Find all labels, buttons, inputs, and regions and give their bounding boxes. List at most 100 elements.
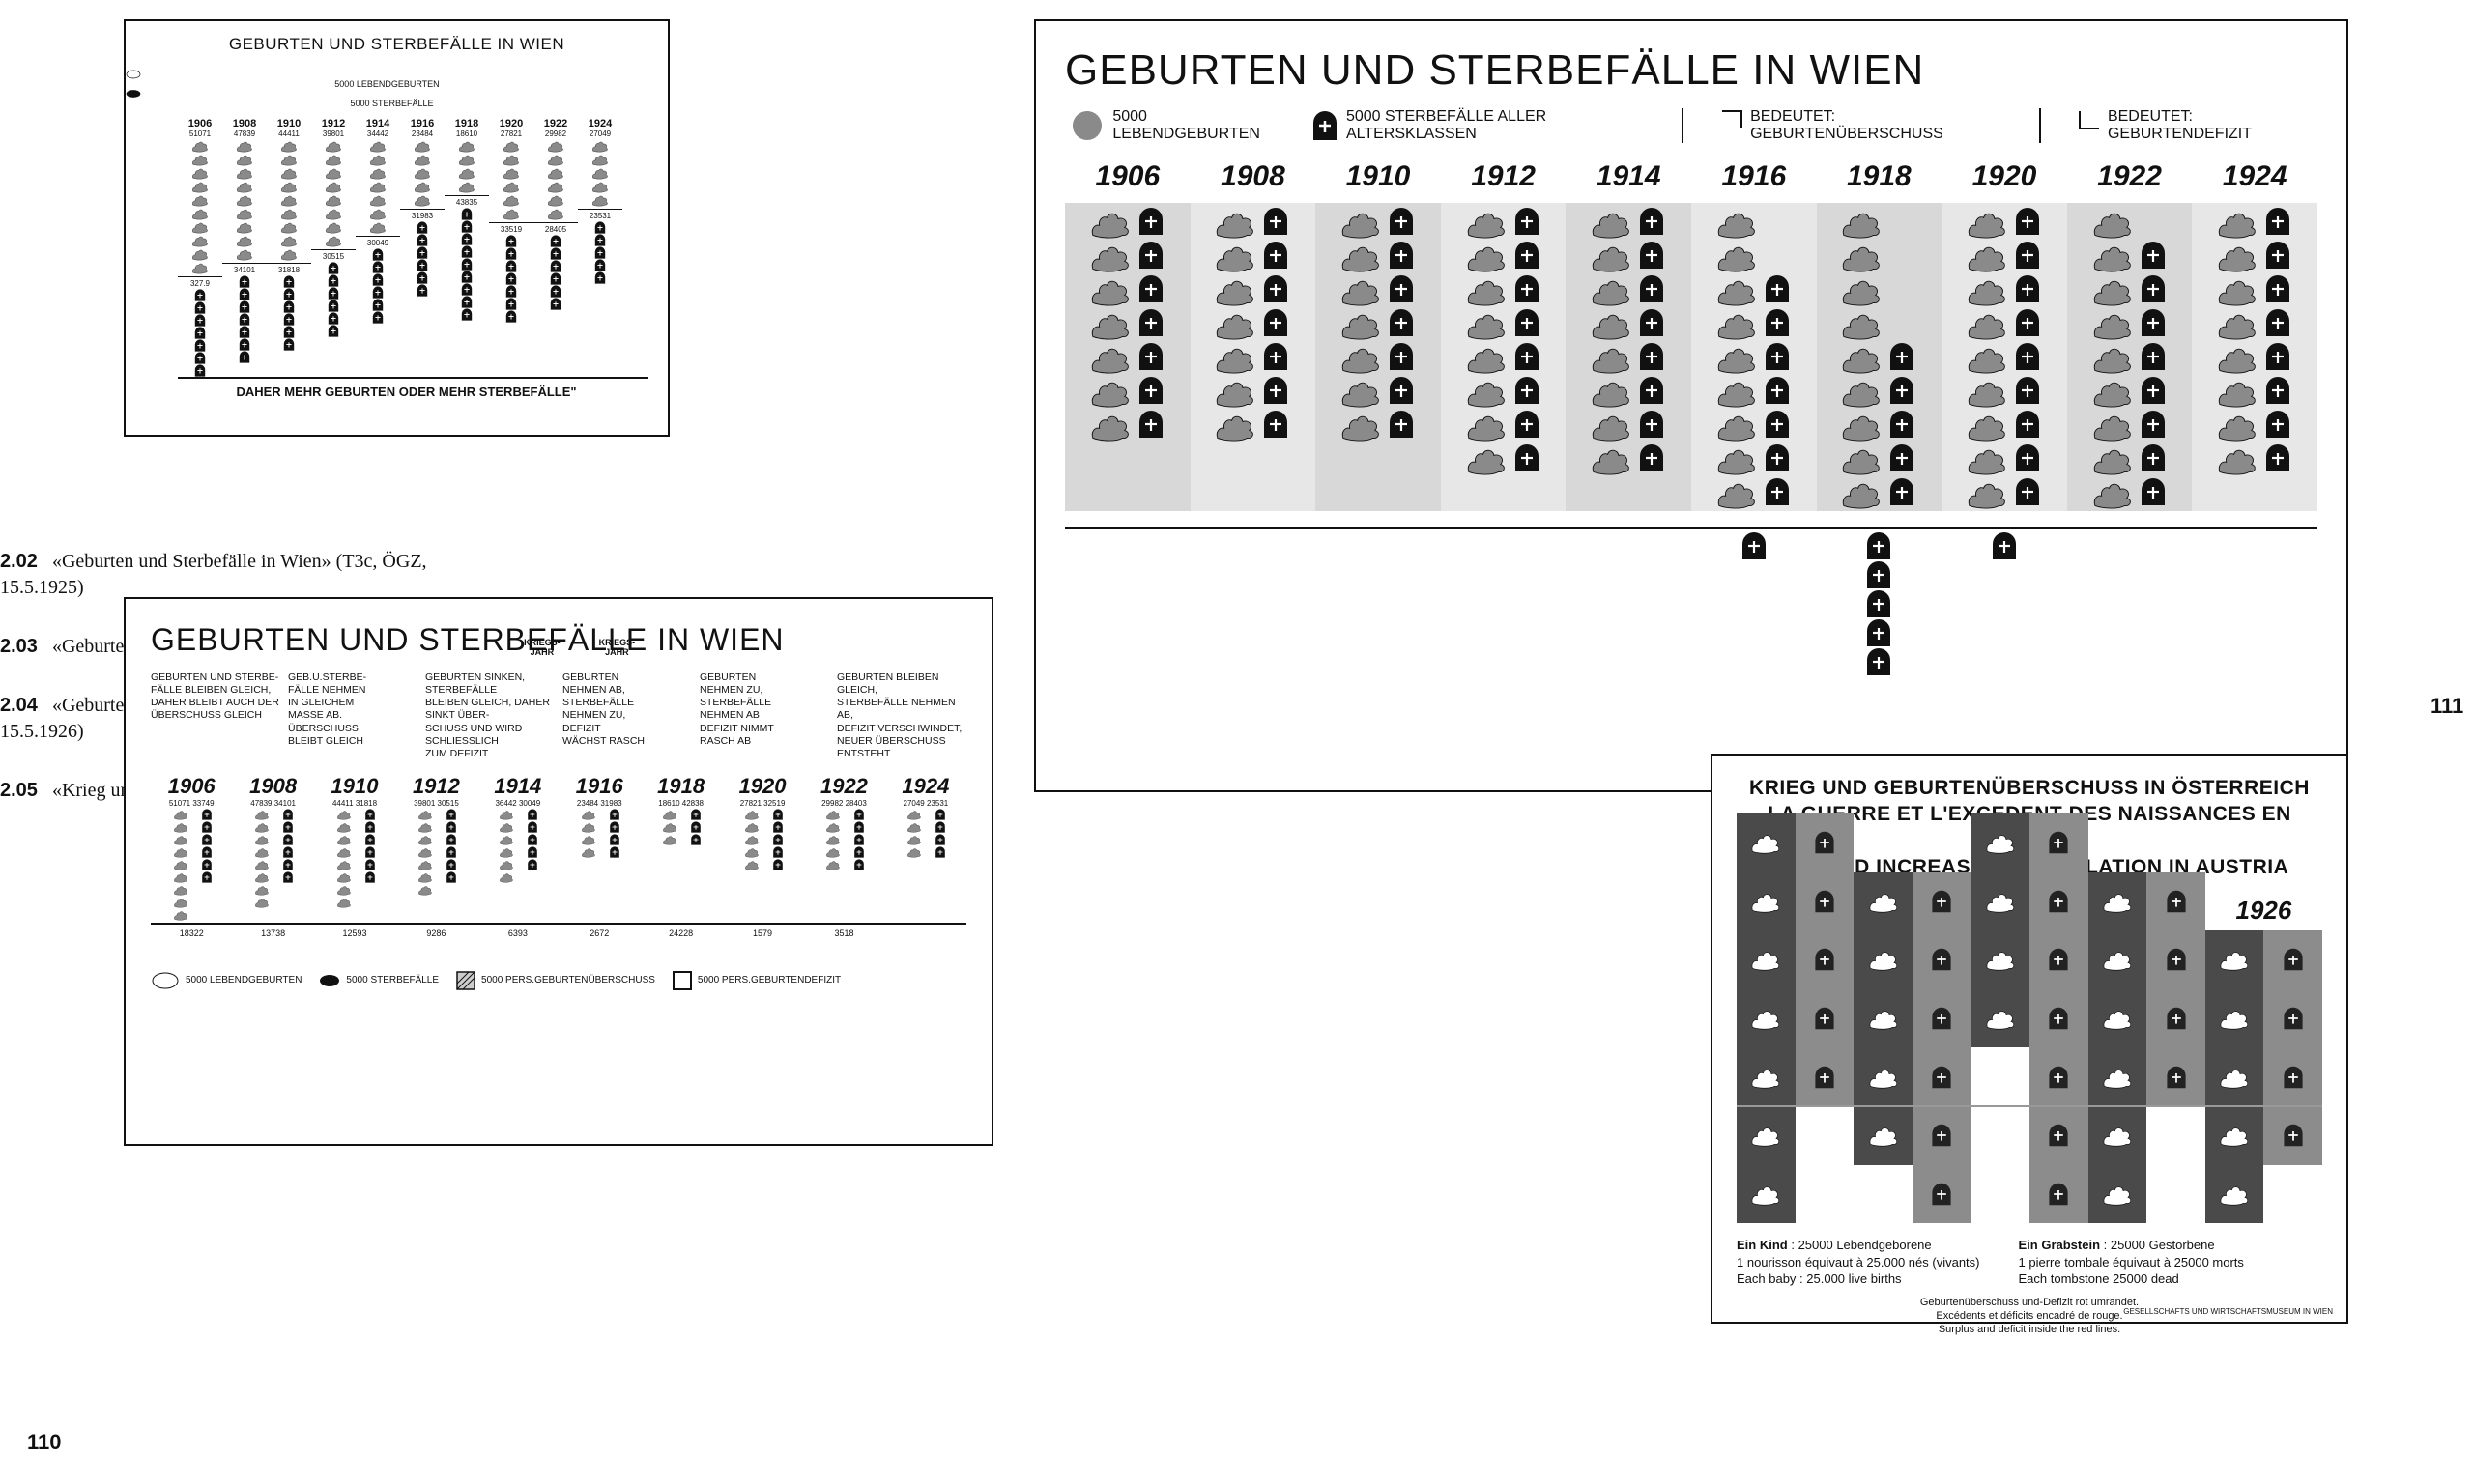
tombstone-icon [1135, 308, 1167, 337]
baby-icon [1714, 274, 1759, 307]
tombstone-icon [187, 327, 213, 339]
tombstone-icon [196, 821, 217, 833]
baby-icon [2218, 1123, 2251, 1148]
tombstone-icon [441, 809, 462, 820]
baby-icon [247, 821, 276, 833]
baby-icon [1714, 207, 1759, 240]
tombstone-icon [441, 834, 462, 845]
tombstone-icon [2011, 477, 2044, 506]
baby-icon [1965, 308, 2009, 341]
baby-icon [1839, 342, 1884, 375]
baby-icon [1984, 1006, 2017, 1031]
tombstone-icon [410, 221, 435, 234]
tombstone-icon [499, 247, 524, 260]
panelB-legend-tombstone: 5000 STERBEFÄLLE ALLER ALTERSKLASSEN [1309, 108, 1647, 143]
tombstone-icon [360, 809, 381, 820]
baby-icon [1839, 207, 1884, 240]
baby-icon [247, 809, 276, 820]
baby-icon [247, 859, 276, 870]
baby-icon [406, 193, 439, 207]
baby-icon [1464, 410, 1509, 442]
tombstone-icon [767, 809, 789, 820]
tombstone-icon [1510, 342, 1543, 371]
panelE-credit: GESELLSCHAFTS UND WIRTSCHAFTSMUSEUM IN W… [2123, 1307, 2333, 1316]
baby-icon [1965, 477, 2009, 510]
tombstone-icon [321, 262, 346, 274]
tombstone-icon [543, 247, 568, 260]
tombstone-icon [441, 859, 462, 870]
panelE-legend-right: Ein Grabstein : 25000 Gestorbene 1 pierr… [2019, 1237, 2244, 1288]
tombstone-icon [1259, 342, 1292, 371]
panelE-legend-left: Ein Kind : 25000 Lebendgeborene 1 nouris… [1737, 1237, 1980, 1288]
tombstone-icon [276, 288, 302, 300]
tombstone-icon [1929, 1183, 1954, 1206]
baby-icon [2101, 947, 2134, 972]
baby-icon [2215, 308, 2259, 341]
baby-icon [406, 166, 439, 180]
tombstone-icon [2164, 1066, 2189, 1089]
tombstone-icon [1385, 241, 1418, 270]
tombstone-icon [2137, 274, 2170, 303]
baby-icon [1839, 274, 1884, 307]
panelB-column-1924 [2192, 203, 2317, 511]
tombstone-icon [1635, 308, 1668, 337]
panelA-years-row: 1906 1908 1910 1912 1914 1916 1918 1920 … [178, 118, 648, 129]
tombstone-icon [522, 834, 543, 845]
baby-icon [1589, 274, 1633, 307]
panelC-column-1922: 29982 28403 [803, 799, 884, 921]
baby-icon [2090, 241, 2135, 273]
panelC-column-1918: 18610 42838 [640, 799, 721, 921]
tombstone-icon [2261, 308, 2294, 337]
baby-icon [495, 180, 528, 193]
tombstone-icon [543, 285, 568, 298]
baby-icon [1749, 889, 1782, 914]
tombstone-icon [1761, 410, 1794, 439]
tombstone-icon [1510, 308, 1543, 337]
tombstone-icon [196, 859, 217, 870]
baby-icon [411, 809, 440, 820]
tombstone-icon [454, 233, 479, 245]
tombstone-icon [196, 834, 217, 845]
open-box-icon [674, 972, 691, 989]
tombstone-icon [2011, 376, 2044, 405]
baby-icon [1984, 830, 2017, 855]
baby-icon [330, 821, 359, 833]
panel-geburten-sterbefaelle-large: GEBURTEN UND STERBEFÄLLE IN WIEN 5000 LE… [1034, 19, 2348, 792]
tombstone-icon [1761, 443, 1794, 472]
tombstone-icon [2011, 274, 2044, 303]
bracket-down-icon [2080, 111, 2099, 128]
tombstone-icon [360, 846, 381, 858]
baby-icon [361, 207, 394, 220]
baby-icon [411, 846, 440, 858]
tombstone-icon [1635, 342, 1668, 371]
tombstone-icon [454, 296, 479, 308]
baby-icon [228, 180, 261, 193]
panelE-bar-1918 [1971, 1000, 2087, 1223]
tombstone-icon [767, 846, 789, 858]
tombstone-icon [276, 338, 302, 351]
baby-icon [1714, 376, 1759, 409]
panelC-column-1920: 27821 32519 [722, 799, 803, 921]
baby-icon [184, 180, 216, 193]
baby-icon [1984, 889, 2017, 914]
baby-icon [1589, 342, 1633, 375]
baby-icon [1338, 241, 1383, 273]
tombstone-icon [360, 821, 381, 833]
baby-icon [1213, 308, 1257, 341]
tombstone-icon [2046, 1183, 2071, 1206]
tombstone-icon [321, 287, 346, 300]
panelA-column-1914: 34442 30049 [356, 129, 400, 377]
tombstone-icon [1862, 589, 1895, 618]
baby-icon [2101, 1006, 2134, 1031]
baby-icon [2215, 443, 2259, 476]
baby-icon [361, 153, 394, 166]
tombstone-icon [196, 846, 217, 858]
baby-icon [317, 207, 350, 220]
baby-icon [450, 139, 483, 153]
baby-icon [184, 261, 216, 274]
baby-icon [1749, 1065, 1782, 1090]
baby-icon [2101, 1065, 2134, 1090]
tombstone-icon [410, 271, 435, 284]
baby-icon [1589, 443, 1633, 476]
baby-icon [406, 153, 439, 166]
